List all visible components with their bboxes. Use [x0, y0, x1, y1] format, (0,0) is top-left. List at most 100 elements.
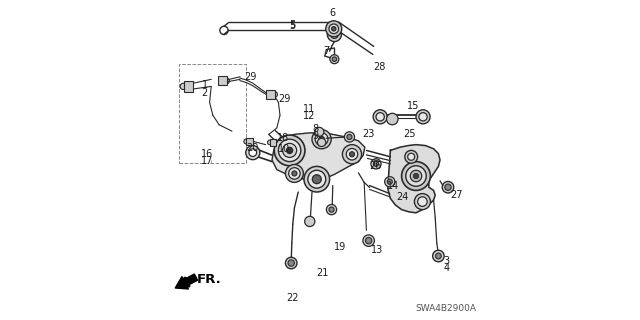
Text: 23: 23	[362, 129, 375, 139]
Circle shape	[376, 113, 384, 121]
Text: 25: 25	[403, 129, 416, 140]
Circle shape	[326, 21, 342, 37]
Circle shape	[433, 250, 444, 262]
Circle shape	[329, 24, 339, 34]
Circle shape	[416, 110, 430, 124]
Text: 27: 27	[451, 190, 463, 200]
Text: FR.: FR.	[197, 273, 221, 285]
Text: 8: 8	[312, 124, 319, 134]
Text: 11: 11	[303, 104, 316, 114]
Circle shape	[278, 139, 301, 162]
Circle shape	[287, 147, 293, 154]
Text: 3: 3	[443, 256, 449, 266]
Text: 19: 19	[334, 242, 346, 252]
Text: 6: 6	[329, 8, 335, 18]
Circle shape	[288, 260, 294, 266]
Text: 13: 13	[371, 244, 383, 255]
Bar	[184, 81, 193, 92]
Text: 15: 15	[408, 100, 420, 111]
Circle shape	[405, 150, 418, 163]
Circle shape	[285, 257, 297, 269]
Text: 20: 20	[246, 143, 259, 153]
Circle shape	[246, 146, 260, 160]
Circle shape	[244, 139, 249, 144]
Circle shape	[249, 149, 257, 156]
Circle shape	[442, 181, 454, 193]
Circle shape	[330, 31, 338, 38]
Text: 10: 10	[278, 144, 290, 154]
Bar	[266, 90, 275, 99]
Circle shape	[315, 127, 324, 136]
Polygon shape	[388, 145, 440, 213]
Text: 4: 4	[443, 263, 449, 273]
Text: 21: 21	[316, 268, 328, 278]
Circle shape	[283, 143, 297, 157]
Circle shape	[374, 161, 379, 166]
Circle shape	[402, 162, 431, 190]
Text: 17: 17	[201, 156, 213, 166]
Circle shape	[406, 166, 426, 186]
Text: 5: 5	[290, 20, 296, 31]
Circle shape	[308, 170, 326, 188]
Circle shape	[326, 204, 337, 215]
Circle shape	[330, 55, 339, 64]
Circle shape	[445, 184, 451, 190]
Circle shape	[365, 237, 372, 244]
Circle shape	[304, 166, 330, 192]
Circle shape	[292, 171, 297, 176]
Circle shape	[312, 130, 332, 149]
Circle shape	[329, 207, 334, 212]
Bar	[179, 64, 246, 163]
Circle shape	[417, 197, 428, 206]
Text: 5: 5	[290, 20, 296, 30]
FancyArrowPatch shape	[175, 274, 198, 289]
Circle shape	[289, 168, 300, 179]
Circle shape	[220, 26, 228, 35]
Circle shape	[413, 173, 419, 179]
Text: 16: 16	[201, 148, 213, 159]
Text: 29: 29	[278, 94, 290, 104]
Circle shape	[305, 216, 315, 227]
Circle shape	[224, 78, 230, 84]
Text: 29: 29	[244, 72, 257, 82]
Circle shape	[408, 153, 415, 160]
Text: 1: 1	[202, 80, 208, 90]
Text: SWA4B2900A: SWA4B2900A	[416, 304, 477, 313]
Circle shape	[312, 175, 321, 184]
Text: 12: 12	[303, 111, 316, 121]
Circle shape	[419, 113, 428, 121]
Text: 2: 2	[202, 88, 208, 98]
Circle shape	[319, 136, 324, 142]
Circle shape	[316, 133, 328, 146]
Circle shape	[373, 110, 387, 124]
Circle shape	[346, 148, 358, 160]
Text: 7: 7	[323, 46, 330, 56]
Circle shape	[387, 113, 398, 125]
Circle shape	[371, 159, 381, 169]
Circle shape	[272, 92, 278, 97]
Circle shape	[317, 138, 326, 147]
Circle shape	[410, 170, 422, 182]
Text: 26: 26	[370, 161, 382, 172]
Circle shape	[180, 83, 187, 90]
Circle shape	[285, 164, 303, 182]
Text: 14: 14	[387, 181, 399, 191]
Circle shape	[415, 194, 431, 210]
Circle shape	[275, 135, 305, 166]
Circle shape	[363, 235, 374, 246]
Circle shape	[342, 145, 362, 164]
Circle shape	[385, 177, 395, 187]
Text: 9: 9	[312, 131, 319, 141]
Circle shape	[435, 253, 442, 259]
Circle shape	[344, 132, 355, 142]
Bar	[218, 76, 227, 85]
Text: 18: 18	[277, 132, 289, 143]
Circle shape	[268, 140, 272, 145]
Circle shape	[332, 57, 337, 61]
Polygon shape	[272, 133, 365, 181]
Circle shape	[327, 28, 342, 42]
Circle shape	[332, 27, 336, 31]
Circle shape	[349, 152, 355, 157]
Text: 28: 28	[372, 62, 385, 72]
Text: 22: 22	[287, 293, 299, 303]
